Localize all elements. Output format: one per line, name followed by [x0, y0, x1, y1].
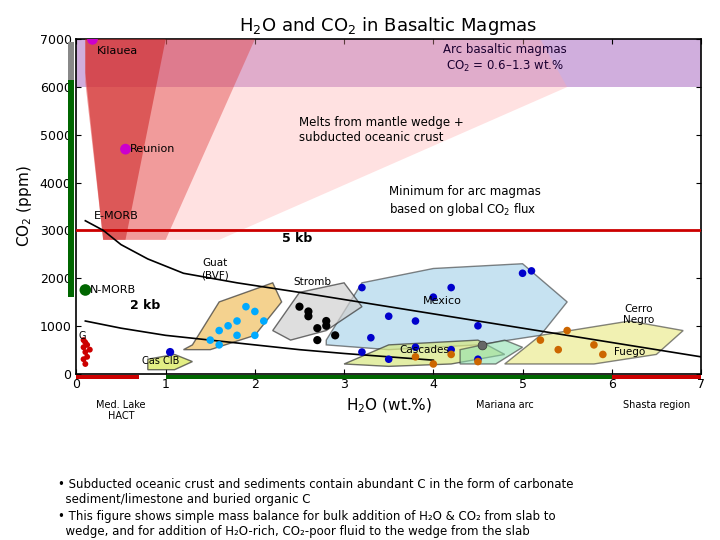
Point [562, 326, 573, 335]
Point [477, 341, 488, 349]
Bar [612, 375, 701, 379]
Text: • This figure shows simple mass balance for bulk addition of H₂O & CO₂ from slab: • This figure shows simple mass balance … [58, 510, 555, 538]
Text: Med. Lake
HACT: Med. Lake HACT [96, 400, 145, 421]
Point [204, 336, 216, 345]
Point [80, 286, 91, 294]
Point [588, 341, 600, 349]
Point [446, 284, 457, 292]
Point [446, 350, 457, 359]
Point [231, 316, 243, 325]
Bar [166, 375, 612, 379]
Text: Kilauea: Kilauea [97, 46, 138, 57]
Y-axis label: CO$_2$ (ppm): CO$_2$ (ppm) [15, 166, 34, 247]
Polygon shape [344, 340, 505, 366]
Point [597, 350, 608, 359]
Point [472, 357, 484, 366]
Point [410, 343, 421, 352]
Point [78, 336, 89, 345]
Point [120, 145, 131, 153]
Text: Arc basaltic magmas
CO$_2$ = 0.6–1.3 wt.%: Arc basaltic magmas CO$_2$ = 0.6–1.3 wt.… [443, 43, 567, 73]
Bar [68, 80, 73, 297]
Polygon shape [460, 340, 523, 364]
Text: 2 kb: 2 kb [130, 299, 161, 312]
Point [80, 348, 91, 356]
Point [410, 316, 421, 325]
Point [312, 324, 323, 333]
Text: Cascades: Cascades [400, 345, 449, 355]
Point [81, 353, 93, 361]
Bar [68, 42, 73, 80]
Point [535, 336, 546, 345]
Point [446, 346, 457, 354]
Text: E-MORB: E-MORB [94, 211, 139, 221]
Point [222, 321, 234, 330]
Point [312, 336, 323, 345]
Point [410, 353, 421, 361]
Point [428, 360, 439, 368]
Point [320, 321, 332, 330]
Text: Melts from mantle wedge +
subducted oceanic crust: Melts from mantle wedge + subducted ocea… [300, 116, 464, 144]
Polygon shape [148, 354, 192, 370]
Polygon shape [273, 283, 362, 340]
Point [320, 316, 332, 325]
Point [472, 321, 484, 330]
Point [517, 269, 528, 278]
Polygon shape [86, 39, 567, 240]
Point [383, 355, 395, 363]
Text: Fuego: Fuego [614, 347, 645, 357]
Point [80, 360, 91, 368]
Point [164, 348, 176, 356]
Point [84, 346, 96, 354]
Text: Reunion: Reunion [130, 144, 176, 154]
Text: • Subducted oceanic crust and sediments contain abundant C in the form of carbon: • Subducted oceanic crust and sediments … [58, 478, 573, 506]
Point [302, 312, 314, 321]
Text: Mexico: Mexico [423, 296, 462, 306]
Point [365, 333, 377, 342]
Point [330, 331, 341, 340]
Point [86, 35, 98, 44]
Point [552, 346, 564, 354]
X-axis label: H$_2$O (wt.%): H$_2$O (wt.%) [346, 397, 432, 415]
Point [213, 341, 225, 349]
Title: H$_2$O and CO$_2$ in Basaltic Magmas: H$_2$O and CO$_2$ in Basaltic Magmas [240, 15, 538, 37]
Text: Shasta region: Shasta region [623, 400, 690, 410]
Polygon shape [326, 264, 567, 350]
Point [526, 267, 537, 275]
Text: 5 kb: 5 kb [282, 232, 312, 245]
Point [81, 341, 93, 349]
Polygon shape [86, 39, 166, 240]
Point [356, 284, 368, 292]
Point [356, 348, 368, 356]
Point [78, 343, 89, 352]
Polygon shape [184, 283, 282, 350]
Point [302, 307, 314, 316]
Point [80, 338, 91, 347]
Text: Guat
(BVF): Guat (BVF) [201, 259, 228, 280]
Text: Cerro
Negro: Cerro Negro [623, 304, 654, 326]
Point [258, 316, 269, 325]
Point [213, 326, 225, 335]
Text: N-MORB: N-MORB [90, 285, 136, 295]
Text: Stromb: Stromb [294, 277, 332, 287]
Bar [76, 375, 139, 379]
Polygon shape [505, 321, 683, 364]
Polygon shape [86, 39, 255, 240]
Bar [76, 39, 701, 87]
Point [383, 312, 395, 321]
Point [428, 293, 439, 301]
Text: G: G [78, 330, 86, 341]
Point [249, 307, 261, 316]
Point [249, 331, 261, 340]
Point [78, 355, 89, 363]
Text: Minimum for arc magmas
based on global CO$_2$ flux: Minimum for arc magmas based on global C… [389, 185, 541, 218]
Text: Cas CIB: Cas CIB [143, 356, 180, 366]
Point [472, 355, 484, 363]
Point [231, 331, 243, 340]
Point [294, 302, 305, 311]
Point [240, 302, 252, 311]
Text: Mariana arc: Mariana arc [476, 400, 534, 410]
